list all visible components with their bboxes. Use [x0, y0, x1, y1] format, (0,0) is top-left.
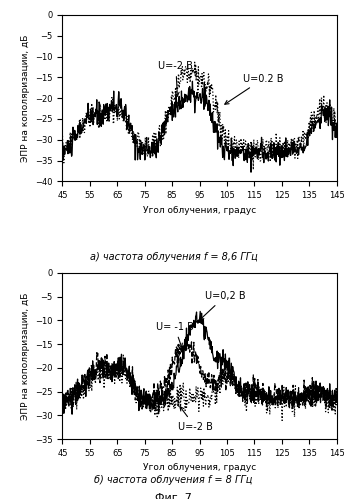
X-axis label: Угол облучения, градус: Угол облучения, градус — [143, 206, 256, 215]
Text: б) частота облучения f = 8 ГГц: б) частота облучения f = 8 ГГц — [94, 475, 253, 485]
Y-axis label: ЭПР на кополяризации, дБ: ЭПР на кополяризации, дБ — [20, 34, 29, 162]
Text: Фиг. 7: Фиг. 7 — [155, 493, 192, 499]
Text: U=0,2 В: U=0,2 В — [200, 291, 246, 320]
Text: U=-2 В: U=-2 В — [178, 407, 212, 432]
Text: а) частота облучения f = 8,6 ГГц: а) частота облучения f = 8,6 ГГц — [90, 252, 257, 262]
Text: U=-2 В: U=-2 В — [158, 61, 193, 96]
X-axis label: Угол облучения, градус: Угол облучения, градус — [143, 464, 256, 473]
Y-axis label: ЭПР на кополяризации, дБ: ЭПР на кополяризации, дБ — [20, 292, 29, 420]
Text: U=0.2 В: U=0.2 В — [225, 73, 284, 104]
Text: U= -1 В: U= -1 В — [156, 322, 194, 347]
